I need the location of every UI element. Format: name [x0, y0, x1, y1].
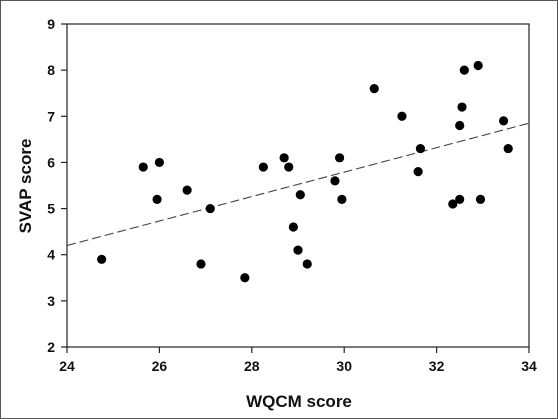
x-axis-title: WQCM score [246, 392, 352, 411]
x-tick-label: 32 [429, 358, 445, 374]
x-tick-label: 28 [244, 358, 260, 374]
data-point [152, 194, 162, 204]
y-tick-label: 6 [47, 154, 55, 170]
y-tick-label: 8 [47, 62, 55, 78]
y-tick-label: 7 [47, 108, 55, 124]
trendline-layer [66, 122, 530, 247]
data-point [448, 199, 458, 209]
data-point [284, 162, 294, 172]
plot-area-border [66, 23, 530, 348]
data-point [459, 65, 469, 75]
data-point [330, 176, 340, 186]
data-point [369, 84, 379, 94]
data-point [295, 190, 305, 200]
data-point [503, 143, 513, 154]
x-tick-label: 34 [521, 358, 537, 374]
trendline [66, 122, 530, 247]
x-tick-label: 30 [336, 358, 352, 374]
y-tick-label: 2 [47, 339, 55, 355]
data-point [293, 245, 303, 255]
data-point [240, 273, 250, 283]
data-point [258, 162, 268, 172]
y-tick-label: 4 [47, 247, 55, 263]
data-point [473, 60, 483, 71]
data-point [455, 194, 465, 204]
y-tick-label: 3 [47, 293, 55, 309]
data-point [279, 153, 289, 163]
x-tick-label: 24 [59, 358, 75, 374]
data-point [182, 185, 192, 195]
x-tick-label: 26 [152, 358, 168, 374]
data-point [498, 116, 509, 126]
data-point [138, 162, 148, 172]
data-point [205, 203, 215, 214]
data-point [97, 254, 107, 264]
data-point [154, 157, 164, 168]
data-point [337, 194, 347, 204]
data-point [415, 143, 426, 154]
y-tick-label: 9 [47, 16, 55, 32]
data-point [302, 259, 312, 269]
data-point [196, 259, 206, 269]
data-point [455, 120, 465, 131]
data-point [334, 153, 345, 163]
data-point [288, 222, 298, 232]
data-point [457, 102, 467, 112]
data-point [413, 167, 423, 177]
data-point [397, 111, 407, 121]
points-layer [97, 60, 513, 283]
y-tick-label: 5 [47, 201, 55, 217]
data-point [475, 194, 486, 204]
y-axis-title: SVAP score [16, 139, 35, 234]
